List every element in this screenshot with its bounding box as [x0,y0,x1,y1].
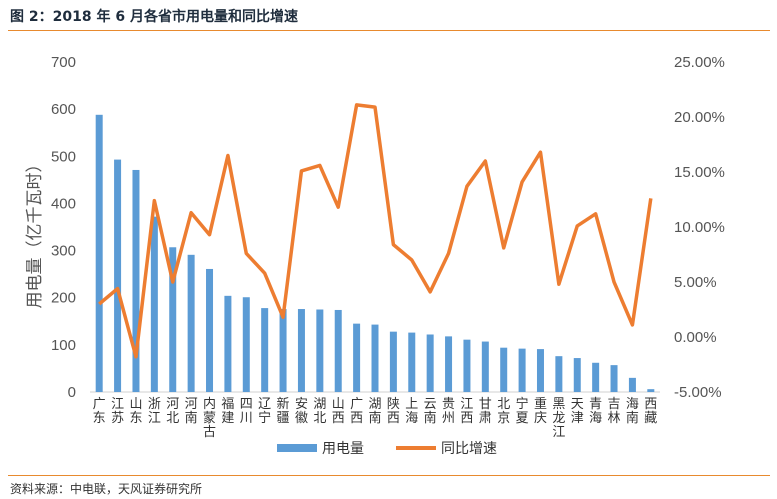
bar [518,348,526,392]
category-label: 江苏 [111,397,124,426]
y-tick-label: 600 [51,101,76,118]
bar [445,336,453,392]
bar [224,295,232,392]
y2-tick-label: 10.00% [674,219,725,236]
line-series [98,103,653,359]
category-label: 上海 [405,397,418,426]
bar [371,324,379,392]
y2-tick-label: 5.00% [674,274,717,291]
category-label: 重庆 [534,396,547,426]
category-label: 吉林 [608,397,621,426]
bar [610,365,618,392]
bar [334,309,342,392]
chart-title: 图 2：2018 年 6 月各省市用电量和同比增速 [10,9,298,25]
bar [628,377,636,392]
category-label: 海南 [626,397,639,426]
bar [389,331,397,392]
category-label: 新疆 [277,396,290,426]
source-note: 资料来源：中电联，天风证券研究所 [10,482,203,496]
category-label: 河南 [185,397,198,426]
category-label: 福建 [221,397,234,426]
category-label: 宁夏 [516,396,529,426]
category-label: 河北 [166,397,179,426]
bar [500,347,508,392]
bar [95,114,103,393]
bar [592,362,600,392]
category-label: 甘肃 [479,397,492,426]
category-label: 内蒙古 [203,396,216,440]
category-label: 青海 [589,397,602,426]
y-axis-label: 用电量（亿千瓦时） [25,156,45,309]
legend: 用电量 同比增速 [277,441,497,457]
y-tick-label: 300 [51,243,76,260]
bar [573,358,581,392]
bar [555,356,563,392]
bottom-divider [8,475,770,476]
y-tick-label: 400 [51,195,76,212]
category-label: 天津 [571,397,584,426]
bar [463,339,471,392]
bar [536,349,544,392]
bar [169,247,177,392]
category-label: 浙江 [148,397,161,426]
category-label: 江西 [460,397,473,426]
category-labels: 广东江苏山东浙江河北河南内蒙古福建四川辽宁新疆安徽湖北山西广西湖南陕西上海云南贵… [93,396,658,440]
category-label: 贵州 [442,397,455,426]
category-label: 云南 [424,397,437,426]
bar [150,216,158,392]
y-tick-label: 0 [68,384,76,401]
category-label: 西藏 [644,397,657,426]
category-label: 四川 [240,397,253,426]
y2-tick-label: -5.00% [674,384,722,401]
bar [316,309,324,392]
bar [114,159,122,392]
bar [206,268,214,392]
bar [481,341,489,392]
category-label: 北京 [497,397,510,426]
bar [426,334,434,392]
category-label: 陕西 [387,397,400,426]
y-tick-label: 200 [51,290,76,307]
category-label: 广东 [93,397,106,426]
y-tick-label: 500 [51,148,76,165]
left-axis-ticks: 0 100 200 300 400 500 600 700 [51,54,76,401]
bar [242,297,250,392]
y2-tick-label: 25.00% [674,54,725,71]
category-label: 山西 [332,397,345,426]
legend-label-bar: 用电量 [322,441,364,457]
top-divider [8,30,770,31]
category-label: 安徽 [295,397,308,426]
category-label: 广西 [350,397,363,426]
legend-label-line: 同比增速 [441,441,497,457]
bar [647,389,655,392]
legend-swatch-bar [277,444,317,452]
bar [353,323,361,392]
category-label: 湖南 [368,397,381,426]
category-label: 辽宁 [258,397,271,426]
bar-series [95,114,655,393]
category-label: 山东 [129,397,142,426]
y-tick-label: 700 [51,54,76,71]
y-tick-label: 100 [51,337,76,354]
category-label: 黑龙江 [552,397,565,440]
bar [132,169,140,392]
bar [297,309,305,392]
bar [261,308,269,392]
bar [187,254,195,392]
bar [408,332,416,392]
category-label: 湖北 [313,397,326,426]
right-axis-ticks: -5.00% 0.00% 5.00% 10.00% 15.00% 20.00% 25.00% [674,54,725,401]
bar [279,309,287,392]
growth-line [98,103,653,359]
y2-tick-label: 20.00% [674,109,725,126]
y2-tick-label: 0.00% [674,329,717,346]
y2-tick-label: 15.00% [674,164,725,181]
